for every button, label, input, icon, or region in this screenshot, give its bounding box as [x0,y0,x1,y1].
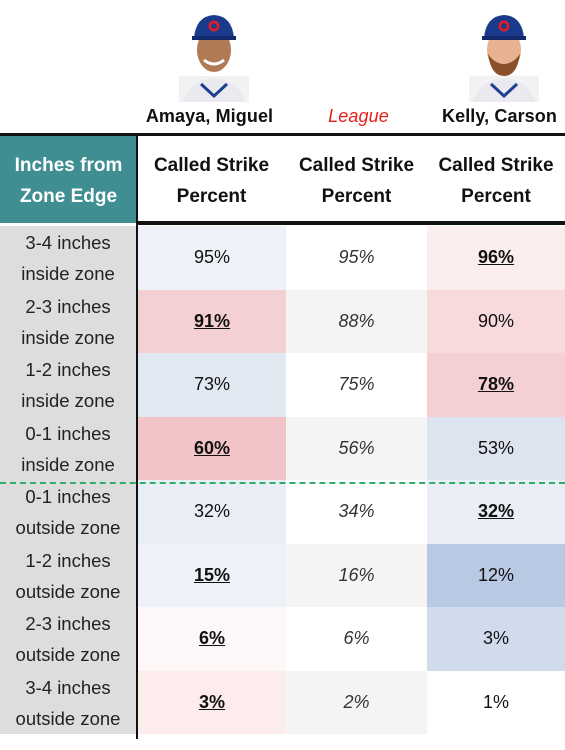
row-label: 0-1 inches inside zone [0,416,136,480]
amaya-value-cell: 3% [138,670,286,734]
amaya-value-cell: 6% [138,607,286,671]
zone-edge-divider [0,482,565,484]
kelly-value-cell: 32% [427,480,565,544]
amaya-value-cell: 73% [138,353,286,417]
table-row: 3-4 inches outside zone 3% 2% 1% [0,670,565,734]
row-label: 3-4 inches inside zone [0,226,136,290]
league-name: League [328,106,389,126]
kelly-value-cell: 12% [427,543,565,607]
kelly-value-cell: 1% [427,670,565,734]
amaya-value-cell: 60% [138,416,286,480]
amaya-value-cell: 32% [138,480,286,544]
kelly-headshot-icon [469,15,539,102]
table-row: 1-2 inches outside zone 15% 16% 12% [0,543,565,607]
row-label: 2-3 inches inside zone [0,289,136,353]
league-value-cell: 56% [286,416,427,480]
player-amaya: Amaya, Miguel [137,0,282,133]
table-row: 2-3 inches inside zone 91% 88% 90% [0,289,565,353]
kelly-value-cell: 90% [427,289,565,353]
table-row: 3-4 inches inside zone 95% 95% 96% [0,226,565,290]
table-row: 0-1 inches inside zone 60% 56% 53% [0,416,565,480]
label-column-border [136,133,138,739]
header-rule [137,221,565,225]
header-kelly-called-strike: Called Strike Percent [427,133,565,223]
player-league: League [286,0,431,133]
row-label: 0-1 inches outside zone [0,480,136,544]
row-label: 3-4 inches outside zone [0,670,136,734]
amaya-headshot-icon [179,15,249,102]
header-inches-from-zone-edge: Inches from Zone Edge [0,133,137,223]
table-row: 2-3 inches outside zone 6% 6% 3% [0,607,565,671]
row-label: 2-3 inches outside zone [0,607,136,671]
league-value-cell: 6% [286,607,427,671]
kelly-value-cell: 78% [427,353,565,417]
league-value-cell: 2% [286,670,427,734]
league-value-cell: 95% [286,226,427,290]
player-kelly: Kelly, Carson [427,0,565,133]
kelly-name: Kelly, Carson [441,106,557,126]
amaya-value-cell: 95% [138,226,286,290]
row-label: 1-2 inches inside zone [0,353,136,417]
league-value-cell: 88% [286,289,427,353]
kelly-value-cell: 3% [427,607,565,671]
league-value-cell: 16% [286,543,427,607]
amaya-name: Amaya, Miguel [145,106,274,126]
header-league-called-strike: Called Strike Percent [286,133,427,223]
row-label: 1-2 inches outside zone [0,543,136,607]
table-row: 1-2 inches inside zone 73% 75% 78% [0,353,565,417]
kelly-value-cell: 96% [427,226,565,290]
table-row: 0-1 inches outside zone 32% 34% 32% [0,480,565,544]
league-value-cell: 34% [286,480,427,544]
league-value-cell: 75% [286,353,427,417]
amaya-value-cell: 91% [138,289,286,353]
header-amaya-called-strike: Called Strike Percent [137,133,286,223]
amaya-value-cell: 15% [138,543,286,607]
kelly-value-cell: 53% [427,416,565,480]
player-header-row: Amaya, Miguel League Kelly, Carson [0,0,565,133]
